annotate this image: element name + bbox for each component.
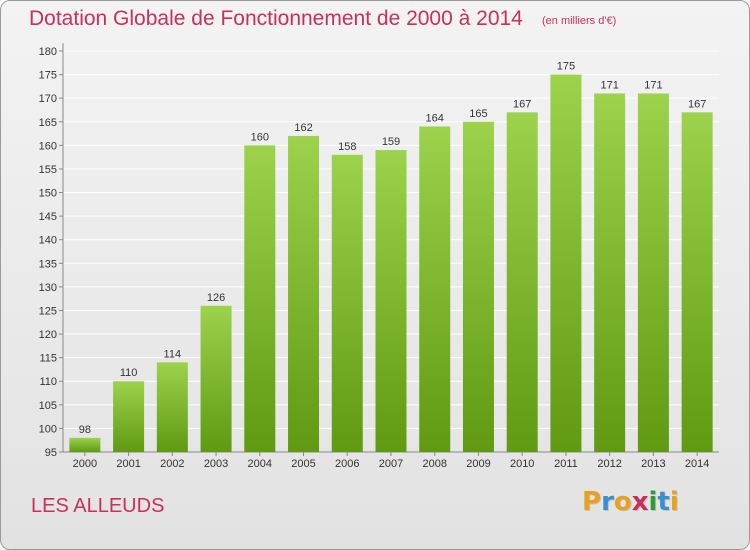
logo-letter: r xyxy=(601,487,614,517)
bar xyxy=(637,93,669,452)
bar-value-label: 110 xyxy=(120,367,138,379)
y-tick-label: 125 xyxy=(39,305,57,317)
bar xyxy=(419,126,451,452)
y-tick-label: 140 xyxy=(39,235,57,247)
logo-letter: P xyxy=(582,487,602,517)
chart-title: Dotation Globale de Fonctionnement de 20… xyxy=(29,7,523,30)
bar xyxy=(113,381,145,452)
x-tick-label: 2003 xyxy=(204,458,228,470)
logo-letter: o xyxy=(613,487,632,517)
bar xyxy=(69,437,101,452)
x-tick-label: 2009 xyxy=(466,458,490,470)
logo-letter: t xyxy=(657,487,670,517)
x-tick-label: 2002 xyxy=(160,458,184,470)
y-tick-label: 95 xyxy=(45,447,57,459)
bar-value-label: 160 xyxy=(251,131,269,143)
bar xyxy=(506,112,538,453)
bar-value-label: 159 xyxy=(382,136,400,148)
bar-value-label: 167 xyxy=(513,98,531,110)
y-tick-label: 160 xyxy=(39,140,57,152)
bar-value-label: 165 xyxy=(469,108,487,120)
y-tick-label: 115 xyxy=(39,353,57,365)
y-tick-label: 110 xyxy=(39,376,57,388)
y-tick-label: 170 xyxy=(39,93,57,105)
y-tick-label: 135 xyxy=(39,258,57,270)
bar-value-label: 158 xyxy=(338,141,356,153)
bar-value-label: 175 xyxy=(557,61,575,73)
bar xyxy=(200,305,232,452)
bar xyxy=(594,93,626,452)
y-tick-label: 175 xyxy=(39,70,57,82)
y-tick-label: 130 xyxy=(39,282,57,294)
bar-value-label: 126 xyxy=(207,292,225,304)
bar xyxy=(288,135,320,452)
bar-value-label: 171 xyxy=(644,79,662,91)
y-tick-label: 100 xyxy=(39,423,57,435)
x-tick-label: 2008 xyxy=(422,458,446,470)
x-tick-label: 2014 xyxy=(685,458,709,470)
bar-value-label: 171 xyxy=(600,79,618,91)
x-tick-label: 2011 xyxy=(554,458,578,470)
bar-value-label: 162 xyxy=(294,122,312,134)
bar xyxy=(681,112,713,453)
bar xyxy=(375,150,407,452)
bar-value-label: 114 xyxy=(164,348,182,360)
x-tick-label: 2004 xyxy=(248,458,272,470)
bar-value-label: 167 xyxy=(688,98,706,110)
bar xyxy=(156,362,188,452)
proxiti-logo: Proxiti xyxy=(582,487,679,517)
bar xyxy=(462,121,494,452)
x-tick-label: 2010 xyxy=(510,458,534,470)
chart-subtitle: (en milliers d'€) xyxy=(542,15,617,27)
y-tick-label: 120 xyxy=(39,329,57,341)
y-tick-label: 145 xyxy=(39,211,57,223)
bar xyxy=(550,74,582,453)
x-tick-label: 2013 xyxy=(641,458,665,470)
commune-name: LES ALLEUDS xyxy=(31,495,165,517)
y-tick-label: 165 xyxy=(39,117,57,129)
y-tick-label: 150 xyxy=(39,188,57,200)
y-tick-label: 155 xyxy=(39,164,57,176)
x-tick-label: 2001 xyxy=(116,458,140,470)
bar xyxy=(331,154,363,452)
logo-letter: i xyxy=(669,487,679,517)
bar-value-label: 164 xyxy=(426,112,444,124)
logo-letter: x xyxy=(631,487,649,517)
y-tick-label: 105 xyxy=(39,400,57,412)
x-tick-label: 2007 xyxy=(379,458,403,470)
x-tick-label: 2000 xyxy=(73,458,97,470)
x-tick-label: 2005 xyxy=(291,458,315,470)
x-tick-label: 2012 xyxy=(597,458,621,470)
y-tick-label: 180 xyxy=(39,46,57,58)
x-tick-label: 2006 xyxy=(335,458,359,470)
bar xyxy=(244,145,276,452)
bar-value-label: 98 xyxy=(79,424,91,436)
logo-letter: i xyxy=(648,487,658,517)
